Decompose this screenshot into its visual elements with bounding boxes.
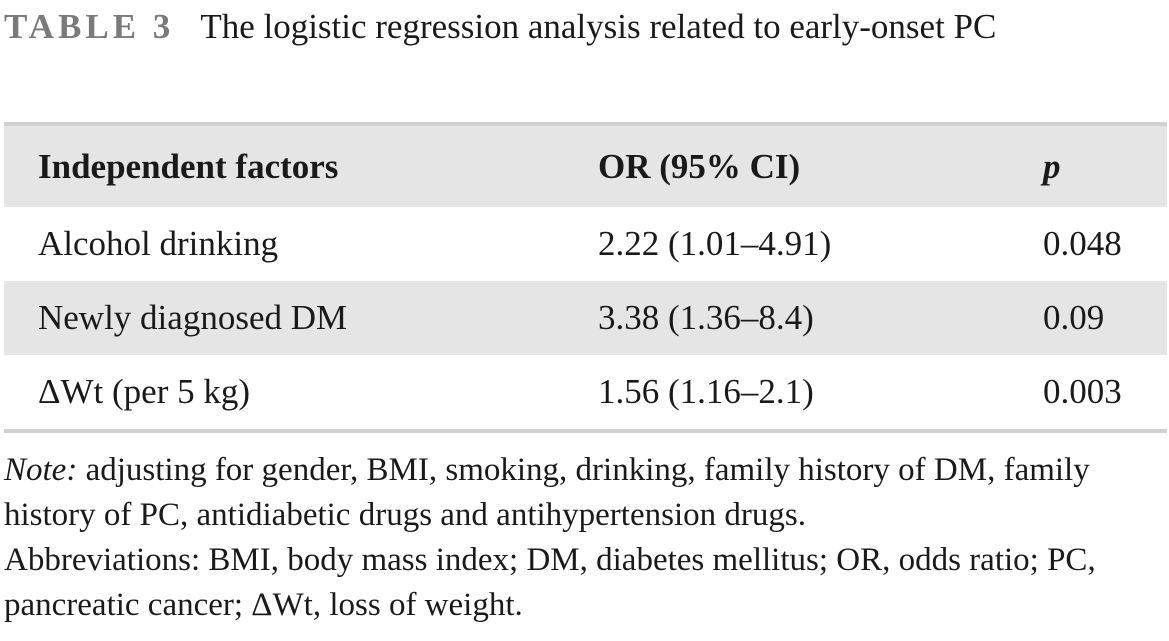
or-cell: 1.56 (1.16–2.1)	[598, 372, 814, 411]
table-row: Alcohol drinking 2.22 (1.01–4.91) 0.048	[4, 207, 1167, 281]
table-title: The logistic regression analysis related…	[200, 7, 997, 46]
regression-table: Independent factors OR (95% CI) p Alcoho…	[4, 122, 1167, 433]
abbreviations-paragraph: Abbreviations: BMI, body mass index; DM,…	[4, 542, 1096, 623]
header-p: p	[1043, 146, 1061, 186]
or-cell: 3.38 (1.36–8.4)	[598, 298, 814, 337]
p-cell: 0.048	[1043, 224, 1122, 263]
note-text: adjusting for gender, BMI, smoking, drin…	[4, 452, 1090, 533]
table-caption: TABLE 3 The logistic regression analysis …	[4, 2, 1154, 52]
table-header-row: Independent factors OR (95% CI) p	[4, 122, 1167, 207]
note-lead: Note:	[4, 452, 78, 488]
factor-cell: ΔWt (per 5 kg)	[38, 372, 251, 411]
table-bottom-rule	[4, 429, 1167, 433]
note-paragraph: Note: adjusting for gender, BMI, smoking…	[4, 448, 1164, 538]
or-cell: 2.22 (1.01–4.91)	[598, 224, 832, 263]
table-row: Newly diagnosed DM 3.38 (1.36–8.4) 0.09	[4, 281, 1167, 355]
factor-cell: Newly diagnosed DM	[38, 298, 348, 337]
header-independent-factors: Independent factors	[38, 146, 339, 186]
p-cell: 0.09	[1043, 298, 1105, 337]
header-or-ci: OR (95% CI)	[598, 146, 801, 186]
factor-cell: Alcohol drinking	[38, 224, 279, 263]
table-footnote: Note: adjusting for gender, BMI, smoking…	[4, 448, 1164, 628]
table-row: ΔWt (per 5 kg) 1.56 (1.16–2.1) 0.003	[4, 355, 1167, 429]
table-label: TABLE 3	[4, 7, 175, 46]
p-cell: 0.003	[1043, 372, 1122, 411]
